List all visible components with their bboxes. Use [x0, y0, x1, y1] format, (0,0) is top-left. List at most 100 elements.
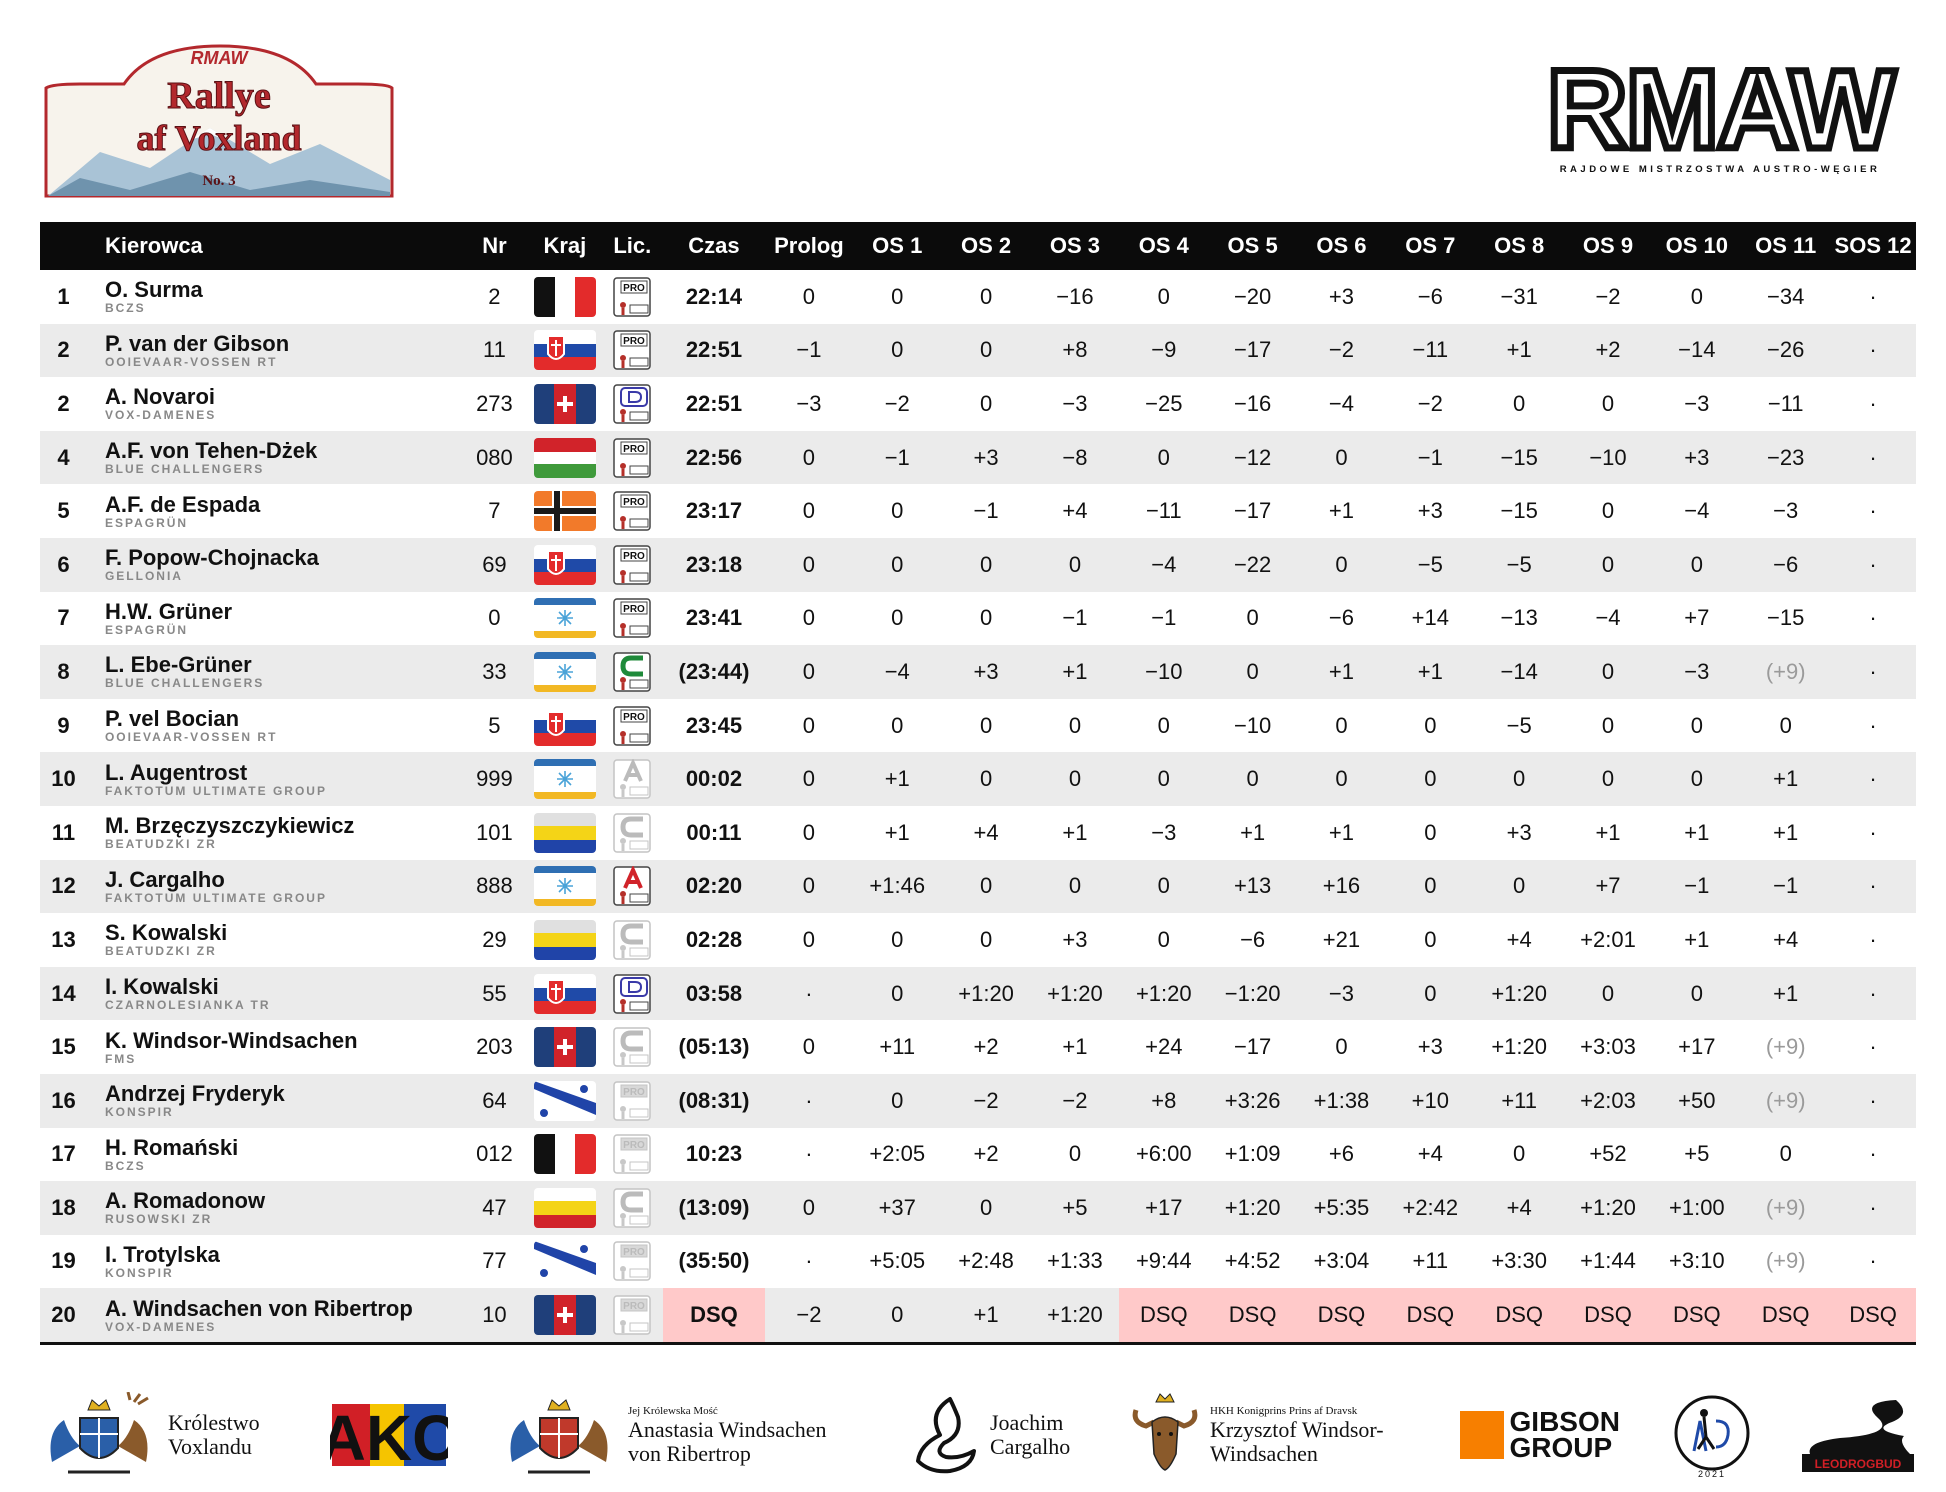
position-cell: 10 [40, 752, 87, 806]
total-time-cell: 22:51 [662, 323, 766, 378]
driver-cell: P. van der Gibson OOIEVAAR-VOSSEN RT [86, 323, 461, 378]
driver-name: L. Augentrost [104, 759, 248, 785]
team-name: RUSOWSKI ZR [104, 1212, 213, 1227]
team-name: BEATUDZKI ZR [104, 837, 217, 852]
stage-cell: · [1830, 645, 1916, 699]
driver-cell: M. Brzęczyszczykiewicz BEATUDZKI ZR [87, 806, 461, 860]
flag-white-red-blue-shield-icon [533, 544, 596, 585]
stage-cell: · [1869, 926, 1877, 952]
stage-cell: 0 [1068, 712, 1082, 738]
road-logo: LEODROGBUD [1802, 1400, 1914, 1472]
stage-cell: +3 [1062, 926, 1088, 952]
rmaw-logo: RMAW RAJDOWE MISTRZOSTWA AUSTRO-WĘGIER [1540, 44, 1901, 180]
prolog-cell: 0 [802, 283, 816, 309]
stage-cell: +1:20 [1030, 966, 1120, 1021]
stage-cell: +4 [973, 819, 999, 845]
stage-cell: 0 [979, 926, 993, 952]
sponsor-strip: Królestwo Voxlandu AKC Jej Królewska Moś… [40, 1380, 1916, 1490]
stage-cell: +1:38 [1297, 1073, 1386, 1128]
license-pro-grey-icon: PRO [613, 1080, 652, 1121]
team-name: OOIEVAAR-VOSSEN RT [104, 730, 278, 745]
driver-cell: I. Kowalski CZARNOLESIANKA TR [86, 966, 461, 1021]
stage-cell: +4:52 [1224, 1248, 1281, 1274]
stage-cell: (+9) [1741, 1073, 1831, 1128]
total-time-cell: 22:14 [685, 283, 743, 309]
driver-name: A. Novaroi [104, 384, 215, 410]
stage-cell: +24 [1145, 1034, 1183, 1060]
stage-cell: 0 [1652, 537, 1742, 592]
svg-text:PRO: PRO [623, 604, 645, 615]
stage-cell: −2 [1417, 390, 1443, 416]
number-cell: 203 [476, 1034, 513, 1060]
column-header: Nr [460, 222, 529, 270]
stage-cell: DSQ [1741, 1288, 1831, 1345]
stage-cell: −1 [1385, 430, 1475, 485]
stage-cell: 0 [1601, 498, 1615, 524]
stage-cell: 0 [1424, 819, 1437, 845]
event-logo: RMAW Rallye af Voxland No. 3 [40, 40, 398, 200]
stage-cell: 0 [852, 323, 942, 378]
stage-cell: −3 [1062, 390, 1088, 416]
number-cell: 0 [488, 605, 501, 631]
stage-cell: · [1830, 1181, 1916, 1235]
stage-cell: +3 [1417, 1034, 1443, 1060]
stage-cell: −11 [1385, 323, 1475, 378]
stage-cell: +1:46 [852, 859, 942, 914]
table-header-row: Kierowca Nr Kraj Lic. Czas Prolog OS 1 OS 2 OS 3… [40, 222, 1916, 270]
stage-cell: · [1869, 390, 1877, 416]
flag-blue-yellow-star-icon [533, 866, 596, 907]
license-cell: PRO [601, 323, 663, 378]
stage-cell: · [1830, 1073, 1916, 1128]
stage-cell: −1 [1741, 859, 1831, 914]
license-cell: PRO [601, 1073, 663, 1128]
stage-cell: 0 [1779, 1141, 1792, 1167]
team-name: FAKTOTUM ULTIMATE GROUP [104, 783, 327, 798]
stage-cell: +8 [1119, 1073, 1209, 1128]
sponsor-akc: AKC [330, 1380, 460, 1490]
stage-cell: · [1830, 966, 1916, 1021]
stage-cell: DSQ [1652, 1288, 1742, 1345]
license-pro-grey-icon: PRO [613, 1241, 652, 1282]
column-header: OS 4 [1119, 222, 1209, 270]
stage-cell: −4 [1684, 498, 1710, 524]
number-cell: 999 [460, 752, 529, 806]
driver-cell: J. Cargalho FAKTOTUM ULTIMATE GROUP [86, 859, 461, 914]
flag-orange-cross-icon [533, 491, 596, 532]
stage-cell: 0 [891, 283, 904, 309]
stage-cell: +3:30 [1491, 1248, 1547, 1274]
stage-cell: −23 [1741, 430, 1831, 485]
country-cell [528, 1128, 602, 1182]
event-logo-brand: RMAW [191, 48, 250, 68]
license-d-icon [613, 973, 652, 1014]
stage-cell: 0 [1690, 283, 1703, 309]
result-row: 20 A. Windsachen von Ribertrop VOX-DAMENES… [40, 1288, 1916, 1345]
column-header: OS 9 [1563, 222, 1653, 270]
position-cell: 7 [57, 605, 70, 631]
flag-diagonal-stars-icon [533, 1080, 596, 1121]
total-time-cell: 03:58 [662, 966, 766, 1021]
svg-text:PRO: PRO [623, 712, 645, 723]
license-pro-grey-icon: PRO [613, 1134, 652, 1175]
svg-text:PRO: PRO [623, 1301, 645, 1312]
stage-cell: −1 [1652, 859, 1742, 914]
column-header: Kraj [528, 222, 602, 270]
stage-cell: 0 [1424, 926, 1437, 952]
stage-cell: +4 [1773, 926, 1799, 952]
svg-text:AKC: AKC [330, 1402, 448, 1468]
license-pro-icon: PRO [613, 705, 652, 746]
result-row: 12 J. Cargalho FAKTOTUM ULTIMATE GROUP 888 0… [40, 859, 1916, 914]
stage-cell: +6:00 [1135, 1141, 1192, 1167]
stage-cell: −4 [1328, 390, 1355, 416]
stage-cell: +1 [1684, 926, 1710, 952]
prolog-cell: 0 [765, 645, 853, 699]
stage-cell: +2:01 [1580, 926, 1636, 952]
svg-text:PRO: PRO [623, 444, 645, 455]
driver-cell: H. Romański BCZS [87, 1128, 461, 1182]
rmaw-wordmark: RMAW [1547, 60, 1896, 172]
stage-cell: (+9) [1741, 1181, 1831, 1235]
prolog-cell: 0 [802, 1034, 816, 1060]
column-header: OS 6 [1297, 222, 1386, 270]
stage-cell: +1:44 [1580, 1248, 1636, 1274]
stage-cell: 0 [1652, 966, 1742, 1021]
stage-cell: +1 [1328, 819, 1355, 845]
